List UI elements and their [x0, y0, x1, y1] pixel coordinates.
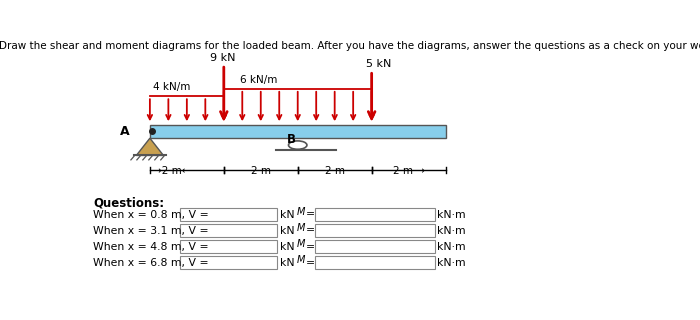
- Text: 4 kN/m: 4 kN/m: [153, 82, 190, 92]
- Text: When x = 3.1 m, V =: When x = 3.1 m, V =: [93, 226, 209, 236]
- Bar: [180, 224, 277, 237]
- Bar: [180, 240, 277, 253]
- Text: kN·m: kN·m: [438, 258, 466, 268]
- Circle shape: [288, 141, 307, 149]
- Text: =: =: [306, 210, 315, 220]
- Text: When x = 4.8 m, V =: When x = 4.8 m, V =: [93, 242, 209, 252]
- Text: Questions:: Questions:: [93, 196, 164, 209]
- Bar: [180, 208, 277, 221]
- Text: When x = 0.8 m, V =: When x = 0.8 m, V =: [93, 210, 209, 220]
- Text: $M$: $M$: [296, 253, 307, 265]
- Bar: [150, 124, 446, 138]
- Polygon shape: [136, 138, 163, 156]
- Text: kN: kN: [280, 242, 295, 252]
- Bar: [315, 224, 435, 237]
- Text: kN·m: kN·m: [438, 210, 466, 220]
- Text: =: =: [306, 258, 315, 268]
- Text: 2 m →: 2 m →: [393, 166, 425, 176]
- Text: B: B: [287, 133, 296, 146]
- Text: =: =: [306, 226, 315, 236]
- Text: kN: kN: [280, 226, 295, 236]
- Text: kN·m: kN·m: [438, 226, 466, 236]
- Text: 2 m: 2 m: [251, 166, 271, 176]
- Text: Draw the shear and moment diagrams for the loaded beam. After you have the diagr: Draw the shear and moment diagrams for t…: [0, 41, 700, 51]
- Text: 6 kN/m: 6 kN/m: [240, 75, 277, 85]
- Text: →2 m←: →2 m←: [153, 166, 190, 176]
- Text: kN·m: kN·m: [438, 242, 466, 252]
- Text: =: =: [306, 242, 315, 252]
- Bar: [315, 256, 435, 269]
- Text: When x = 6.8 m, V =: When x = 6.8 m, V =: [93, 258, 209, 268]
- Bar: [180, 256, 277, 269]
- Text: $M$: $M$: [296, 205, 307, 217]
- Text: 2 m: 2 m: [325, 166, 344, 176]
- Text: $M$: $M$: [296, 221, 307, 233]
- Bar: [315, 240, 435, 253]
- Text: 9 kN: 9 kN: [210, 52, 236, 63]
- Text: A: A: [120, 125, 130, 138]
- Text: kN: kN: [280, 258, 295, 268]
- Text: 5 kN: 5 kN: [366, 59, 391, 69]
- Text: kN: kN: [280, 210, 295, 220]
- Text: $M$: $M$: [296, 237, 307, 249]
- Bar: [315, 208, 435, 221]
